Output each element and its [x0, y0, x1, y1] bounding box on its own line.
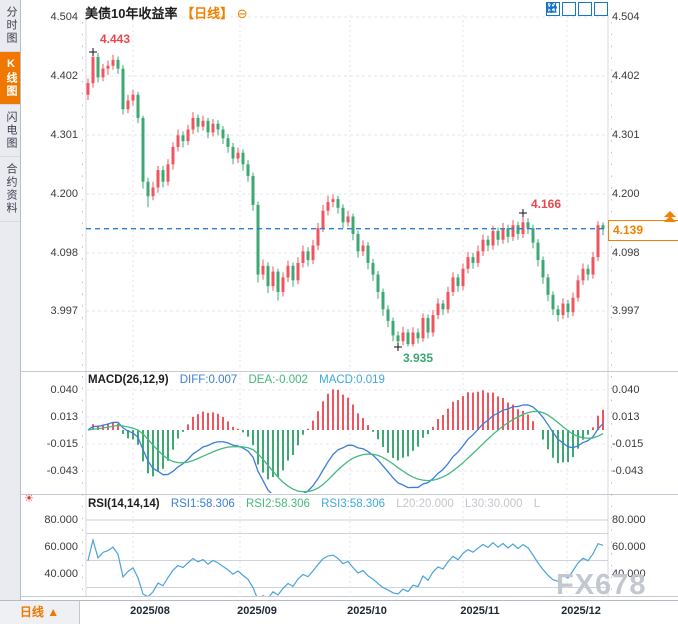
main-ytick-right-2: 4.301 [612, 129, 640, 141]
sidebar-tab-0[interactable]: 分时图 [0, 0, 20, 52]
date-label-0: 2025/08 [130, 605, 170, 617]
main-ytick-right-4: 4.098 [612, 247, 640, 259]
macd-ytick-right-0: 0.040 [612, 384, 640, 396]
last-price-box: 4.139 [608, 220, 678, 241]
sidebar-tab-2[interactable]: 闪电图 [0, 105, 20, 157]
macd-header: MACD(26,12,9) DIFF:0.007 DEA:-0.002 MACD… [88, 374, 393, 386]
sidebar: 分时图 K线图 闪电图 合约资料 [0, 0, 21, 600]
rsi-name: RSI(14,14,14) [88, 498, 160, 510]
main-ytick-left-1: 4.402 [50, 70, 78, 82]
goto-latest-icon[interactable] [547, 2, 608, 16]
price-up-arrows-icon [664, 211, 676, 222]
rsi-l-trunc: L [533, 498, 541, 510]
macd-name: MACD(26,12,9) [88, 374, 169, 386]
interval-arrow-icon: ▲ [47, 605, 60, 619]
main-ytick-left-4: 4.098 [50, 247, 78, 259]
collapse-icon[interactable]: ⊖ [236, 6, 248, 21]
rsi-ytick-right-2: 40.000 [612, 568, 646, 580]
macd-diff-value: DIFF:0.007 [179, 374, 238, 386]
rsi-ytick-left-0: 80.000 [44, 514, 78, 526]
macd-ytick-right-3: -0.043 [612, 465, 644, 477]
auto-forward-icon[interactable] [546, 2, 592, 16]
rsi-ytick-left-2: 40.000 [44, 568, 78, 580]
rsi-ytick-left-1: 60.000 [44, 541, 78, 553]
main-ytick-left-5: 3.997 [50, 305, 78, 317]
date-label-3: 2025/11 [460, 605, 500, 617]
date-label-2: 2025/10 [347, 605, 387, 617]
date-label-4: 2025/12 [561, 605, 601, 617]
rsi-ytick-right-0: 80.000 [612, 514, 646, 526]
fit-range-icon[interactable] [546, 2, 576, 16]
main-ytick-right-5: 3.997 [612, 305, 640, 317]
price-annotation-1: 4.166 [531, 197, 562, 211]
sidebar-tab-3[interactable]: 合约资料 [0, 157, 20, 222]
main-ytick-left-3: 4.200 [50, 188, 78, 200]
main-ytick-right-0: 4.504 [612, 11, 640, 23]
macd-dea-value: DEA:-0.002 [248, 374, 308, 386]
chart-title: 美债10年收益率 【日线】 ⊖ [85, 3, 248, 22]
rsi-l20-value: L20:20.000 [396, 498, 454, 510]
macd-ytick-left-0: 0.040 [50, 384, 78, 396]
date-label-1: 2025/09 [237, 605, 277, 617]
macd-ytick-right-1: 0.013 [612, 411, 640, 423]
main-ytick-left-2: 4.301 [50, 129, 78, 141]
rsi-l30-value: L30:30.000 [465, 498, 523, 510]
price-annotation-2: 3.935 [403, 351, 434, 365]
rsi1-value: RSI1:58.306 [170, 498, 235, 510]
rsi-header: RSI(14,14,14) RSI1:58.306 RSI2:58.306 RS… [88, 498, 548, 510]
main-ytick-left-0: 4.504 [50, 11, 78, 23]
rsi2-value: RSI2:58.306 [245, 498, 310, 510]
macd-ytick-left-1: 0.013 [50, 411, 78, 423]
price-annotation-0: 4.443 [100, 32, 131, 46]
macd-macd-value: MACD:0.019 [319, 374, 385, 386]
rsi-ytick-right-1: 60.000 [612, 541, 646, 553]
fx678-watermark: FX678 [556, 569, 647, 601]
macd-ytick-left-3: -0.043 [46, 465, 78, 477]
instrument-name: 美债10年收益率 [85, 6, 178, 21]
time-axis-bar: 日线 ▲ 2025/08 2025/09 2025/10 2025/11 2025/12 [0, 600, 678, 624]
interval-tag: 【日线】 [181, 6, 234, 21]
macd-ytick-left-2: -0.015 [46, 438, 78, 450]
sidebar-tab-1[interactable]: K线图 [0, 52, 20, 105]
chart-toolbar [546, 2, 608, 16]
main-ytick-right-1: 4.402 [612, 70, 640, 82]
interval-label: 日线 [19, 605, 44, 619]
indicator-sun-icon[interactable]: ☀ [24, 493, 34, 505]
interval-selector[interactable]: 日线 ▲ [0, 601, 80, 624]
macd-ytick-right-2: -0.015 [612, 438, 644, 450]
main-ytick-right-3: 4.200 [612, 188, 640, 200]
rsi3-value: RSI3:58.306 [321, 498, 386, 510]
